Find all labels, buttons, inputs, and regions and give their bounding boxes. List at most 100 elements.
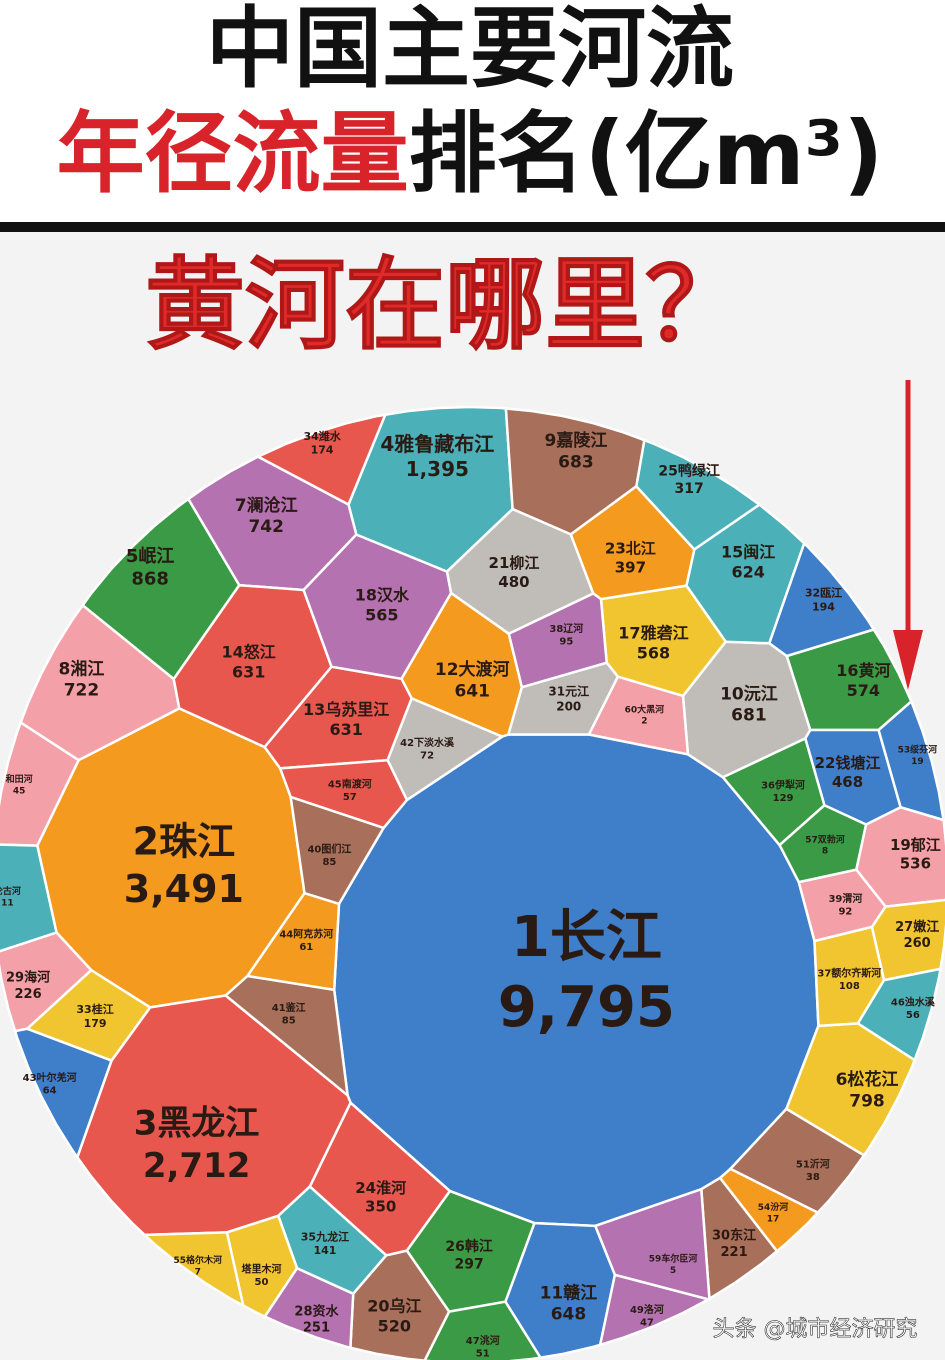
river-value: 798 <box>849 1091 885 1111</box>
river-name: 2珠江 <box>133 819 235 863</box>
river-name: 4雅鲁藏布江 <box>380 432 494 456</box>
river-name: 57双勃河 <box>805 833 845 845</box>
river-name: 9嘉陵江 <box>544 430 607 451</box>
river-name: 40图们江 <box>307 842 351 855</box>
river-name: 30东江 <box>712 1228 756 1244</box>
river-name: 42下淡水溪 <box>400 736 455 749</box>
river-name: 14怒江 <box>222 643 276 662</box>
river-name: 54汾河 <box>758 1201 789 1213</box>
river-name: 60大黑河 <box>625 703 665 715</box>
river-name: 53绥芬河 <box>898 744 938 756</box>
river-value: 565 <box>365 606 398 625</box>
river-value: 95 <box>559 637 573 648</box>
river-name: 25鸭绿江 <box>658 462 719 479</box>
river-name: 43叶尔羌河 <box>23 1071 77 1084</box>
river-value: 317 <box>675 481 704 497</box>
river-value: 350 <box>365 1198 396 1216</box>
river-value: 722 <box>64 681 100 701</box>
title-line-2: 年径流量排名(亿m³) <box>57 102 884 205</box>
river-value: 64 <box>43 1085 57 1096</box>
river-name: 39渭河 <box>828 892 862 905</box>
river-value: 2,712 <box>143 1146 251 1186</box>
river-name: 18汉水 <box>355 586 410 605</box>
river-value: 200 <box>556 699 581 713</box>
river-cell <box>255 413 388 507</box>
river-value: 50 <box>255 1277 269 1288</box>
title: 中国主要河流 <box>206 0 734 100</box>
river-value: 568 <box>637 644 670 663</box>
river-value: 480 <box>498 573 529 591</box>
river-value: 3,491 <box>124 867 244 911</box>
river-name: 31元江 <box>548 683 589 698</box>
river-value: 61 <box>299 942 313 953</box>
river-value: 19 <box>911 757 924 767</box>
river-value: 641 <box>454 681 490 701</box>
river-name: 1长江 <box>511 905 662 970</box>
river-cell <box>797 868 888 943</box>
river-name: 49洛河 <box>630 1303 664 1316</box>
river-value: 179 <box>84 1017 107 1030</box>
river-value: 742 <box>248 517 284 537</box>
river-name: 7澜沧江 <box>235 495 298 516</box>
river-name: 46浊水溪 <box>891 995 936 1008</box>
river-value: 92 <box>838 907 852 918</box>
river-value: 194 <box>812 600 835 613</box>
river-name: 44阿克苏河 <box>279 928 333 941</box>
river-name: 11赣江 <box>540 1282 598 1303</box>
river-value: 72 <box>420 750 434 761</box>
river-value: 1,395 <box>406 457 469 481</box>
river-name: 21柳江 <box>489 554 540 572</box>
river-name: 19郁江 <box>890 836 941 854</box>
river-cell <box>0 720 81 847</box>
river-cell <box>0 843 58 953</box>
river-name: 24淮河 <box>355 1179 406 1197</box>
river-name: 59车尔臣河 <box>649 1253 698 1265</box>
river-name: 5岷江 <box>126 546 175 567</box>
river-cell <box>635 438 762 552</box>
river-value: 520 <box>378 1316 411 1335</box>
river-value: 8 <box>822 847 828 857</box>
river-value: 51 <box>476 1349 490 1360</box>
river-cell <box>13 1027 114 1160</box>
river-name: 32瓯江 <box>805 586 842 600</box>
river-name: 6松花江 <box>836 1069 899 1090</box>
river-value: 85 <box>322 857 336 868</box>
river-value: 11 <box>1 898 14 908</box>
river-value: 297 <box>455 1257 484 1273</box>
river-value: 47 <box>640 1318 654 1329</box>
arrow-head <box>893 630 923 690</box>
river-cell <box>767 541 876 658</box>
river-name: 51沂河 <box>796 1157 830 1170</box>
river-value: 226 <box>14 987 41 1002</box>
river-value: 174 <box>311 444 334 457</box>
river-value: 251 <box>303 1321 330 1336</box>
river-name: 45南渡河 <box>328 778 372 791</box>
river-value: 468 <box>832 773 863 791</box>
river-name: 29海河 <box>6 970 50 986</box>
header-rule <box>0 222 945 232</box>
river-cell <box>507 592 609 689</box>
river-value: 648 <box>551 1305 587 1325</box>
river-name: 16黄河 <box>836 661 890 680</box>
title-black: 排名(亿m³) <box>409 102 884 205</box>
river-value: 57 <box>343 792 357 803</box>
title-red: 年径流量 <box>57 102 409 205</box>
river-value: 17 <box>767 1214 780 1224</box>
river-name: 36伊犁河 <box>761 779 805 792</box>
river-cell <box>587 675 690 756</box>
river-name: 34潍水 <box>303 429 341 443</box>
river-name: 10沅江 <box>720 683 778 704</box>
subtitle: 黄河在哪里？ <box>145 246 745 363</box>
river-value: 631 <box>232 663 265 682</box>
river-cell <box>278 758 409 830</box>
river-value: 108 <box>839 981 860 992</box>
river-cell <box>593 1187 711 1301</box>
river-name: 33桂江 <box>76 1002 113 1016</box>
river-name: 塔里木河 <box>241 1262 281 1275</box>
river-value: 536 <box>900 855 931 873</box>
river-name: 23北江 <box>605 540 656 558</box>
river-value: 683 <box>558 452 594 472</box>
river-name: 3黑龙江 <box>134 1103 260 1143</box>
river-name: 35九龙江 <box>301 1229 349 1243</box>
